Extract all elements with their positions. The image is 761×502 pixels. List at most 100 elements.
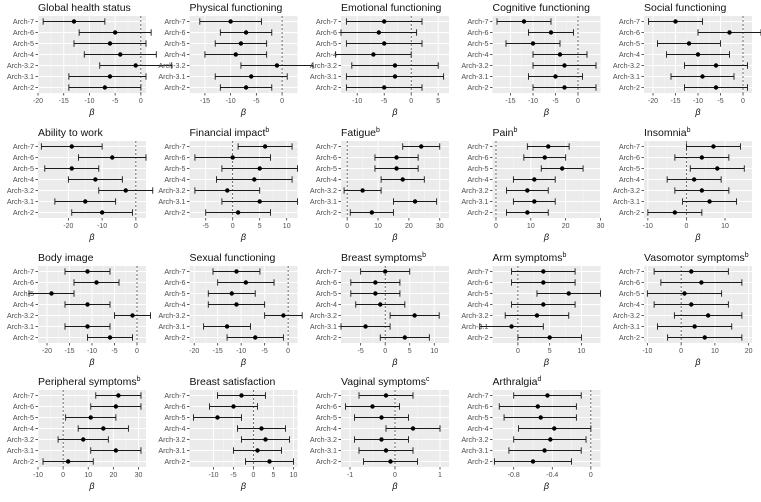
x-tick-label: -5 bbox=[262, 348, 268, 355]
x-tick-label: 0 bbox=[61, 472, 65, 479]
x-axis-label: β bbox=[694, 107, 700, 117]
point-estimate bbox=[699, 188, 705, 193]
y-tick-label: Arch-7 bbox=[467, 142, 488, 151]
y-tick-label: Arch-2 bbox=[164, 83, 185, 92]
x-tick-label: 1 bbox=[438, 472, 442, 479]
x-tick-label: 0 bbox=[134, 223, 138, 230]
point-estimate bbox=[85, 302, 90, 307]
y-tick-label: Arch-3.1 bbox=[7, 197, 34, 206]
panel-title-superscript: b bbox=[745, 252, 749, 259]
y-tick-label: Arch-5 bbox=[467, 413, 488, 422]
panel-title-text: Physical functioning bbox=[190, 2, 283, 14]
panel-title-text: Social functioning bbox=[644, 2, 726, 14]
y-tick-label: Arch-3.2 bbox=[310, 61, 337, 70]
point-estimate bbox=[689, 302, 694, 307]
point-estimate bbox=[672, 210, 678, 215]
y-tick-label: Arch-3.1 bbox=[613, 197, 640, 206]
point-estimate bbox=[412, 313, 417, 318]
y-tick-label: Arch-2 bbox=[164, 333, 185, 342]
point-estimate bbox=[713, 85, 719, 90]
panel-title-superscript: b bbox=[514, 127, 518, 134]
y-tick-label: Arch-7 bbox=[13, 17, 34, 26]
point-estimate bbox=[394, 166, 399, 171]
point-estimate bbox=[234, 269, 239, 274]
x-tick-label: 0 bbox=[684, 223, 688, 230]
x-tick-label: 10 bbox=[721, 223, 729, 230]
y-tick-label: Arch-2 bbox=[619, 83, 640, 92]
panel-title-superscript: c bbox=[426, 376, 430, 383]
y-tick-label: Arch-3.2 bbox=[7, 186, 34, 195]
panel-7: Financial impactb -5 0 5 10 Arch-7 Arch-6 Arch-… bbox=[158, 127, 298, 242]
y-tick-label: Arch-3.1 bbox=[461, 72, 488, 81]
y-tick-label: Arch-6 bbox=[619, 28, 640, 37]
y-tick-label: Arch-5 bbox=[467, 289, 488, 298]
y-tick-label: Arch-7 bbox=[13, 267, 34, 276]
x-tick-label: 0 bbox=[286, 348, 290, 355]
point-estimate bbox=[243, 85, 249, 90]
panel-6: Ability to work -20 -10 0 Arch-7 Arch-6 Arch-5… bbox=[7, 127, 154, 242]
y-tick-label: Arch-3.2 bbox=[158, 435, 185, 444]
point-estimate bbox=[252, 177, 257, 182]
panel-17: Breast satisfaction -10 -5 0 5 10 Arch-7 Arch-6… bbox=[158, 376, 298, 491]
y-tick-label: Arch-3.2 bbox=[7, 61, 34, 70]
x-tick-label: 5 bbox=[436, 98, 440, 105]
panel-15: Vasomotor symptomsb -10 0 10 20 Arch-7 Arch-6 A… bbox=[613, 252, 753, 367]
x-axis-label: β bbox=[694, 232, 700, 242]
y-tick-label: Arch-4 bbox=[619, 300, 640, 309]
point-estimate bbox=[541, 269, 546, 274]
panel-title: Ability to work bbox=[38, 127, 104, 139]
panel-title: Physical functioning bbox=[190, 2, 283, 14]
point-estimate bbox=[363, 324, 368, 329]
y-tick-label: Arch-4 bbox=[467, 175, 488, 184]
y-tick-label: Arch-3.1 bbox=[461, 322, 488, 331]
x-tick-label: -5 bbox=[717, 98, 723, 105]
y-tick-label: Arch-4 bbox=[619, 50, 640, 59]
point-estimate bbox=[545, 393, 550, 398]
point-estimate bbox=[112, 30, 118, 35]
point-estimate bbox=[263, 437, 268, 442]
y-tick-label: Arch-5 bbox=[164, 39, 185, 48]
point-estimate bbox=[231, 404, 236, 409]
y-tick-label: Arch-4 bbox=[316, 300, 337, 309]
x-tick-label: 0 bbox=[280, 98, 284, 105]
x-tick-label: 20 bbox=[745, 348, 753, 355]
x-tick-label: 10 bbox=[430, 348, 438, 355]
y-tick-label: Arch-3.1 bbox=[7, 322, 34, 331]
panel-title: Insomniab bbox=[644, 127, 691, 139]
y-tick-label: Arch-3.2 bbox=[613, 311, 640, 320]
y-tick-label: Arch-6 bbox=[316, 153, 337, 162]
panel-10: Insomniab -10 0 10 Arch-7 Arch-6 Arch-5 Arch-4 A… bbox=[613, 127, 752, 242]
point-estimate bbox=[378, 302, 383, 307]
y-tick-label: Arch-6 bbox=[316, 402, 337, 411]
y-tick-label: Arch-2 bbox=[467, 208, 488, 217]
y-tick-label: Arch-7 bbox=[164, 391, 185, 400]
y-tick-label: Arch-5 bbox=[619, 289, 640, 298]
y-tick-label: Arch-7 bbox=[316, 17, 337, 26]
panel-title: Financial impactb bbox=[190, 127, 270, 139]
x-tick-label: -0.4 bbox=[546, 472, 558, 479]
y-tick-label: Arch-3.1 bbox=[310, 197, 337, 206]
point-estimate bbox=[557, 52, 563, 57]
point-estimate bbox=[49, 291, 54, 296]
panel-title: Peripheral symptomsb bbox=[38, 376, 141, 388]
point-estimate bbox=[107, 74, 113, 79]
y-tick-label: Arch-3.2 bbox=[7, 311, 34, 320]
point-estimate bbox=[691, 177, 697, 182]
point-estimate bbox=[274, 63, 280, 68]
x-tick-label: 0 bbox=[409, 98, 413, 105]
panel-title-text: Vasomotor symptoms bbox=[644, 252, 745, 264]
x-tick-label: 0 bbox=[383, 348, 387, 355]
point-estimate bbox=[88, 415, 93, 420]
y-tick-label: Arch-7 bbox=[164, 142, 185, 151]
point-estimate bbox=[546, 144, 551, 149]
point-estimate bbox=[711, 144, 716, 149]
y-tick-label: Arch-4 bbox=[316, 175, 337, 184]
x-tick-label: -10 bbox=[643, 223, 653, 230]
point-estimate bbox=[369, 210, 375, 215]
y-tick-label: Arch-4 bbox=[467, 300, 488, 309]
point-estimate bbox=[257, 199, 262, 204]
x-tick-label: -10 bbox=[84, 98, 94, 105]
point-estimate bbox=[702, 335, 707, 340]
point-estimate bbox=[392, 63, 398, 68]
panel-11: Body image -20 -15 -10 -5 0 Arch-7 Arch-6 Arch-5… bbox=[7, 252, 151, 367]
